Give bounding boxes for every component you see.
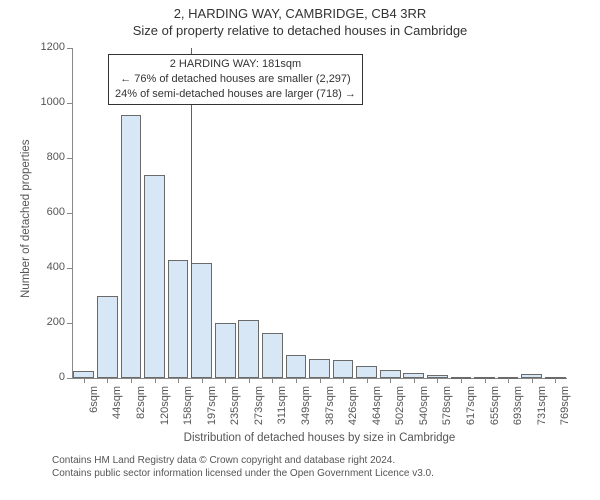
x-tick-mark	[367, 378, 368, 383]
x-tick-mark	[131, 378, 132, 383]
x-tick-label: 540sqm	[418, 386, 430, 436]
y-tick-mark	[67, 268, 72, 269]
bar	[191, 263, 212, 379]
y-tick-mark	[67, 378, 72, 379]
bar	[238, 320, 259, 378]
bar	[144, 175, 165, 379]
bar	[97, 296, 118, 379]
x-tick-mark	[84, 378, 85, 383]
y-axis-spine	[72, 48, 73, 378]
y-tick-label: 200	[27, 316, 65, 328]
x-tick-label: 82sqm	[135, 386, 147, 436]
chart-title: Size of property relative to detached ho…	[0, 21, 600, 38]
annotation-box: 2 HARDING WAY: 181sqm ← 76% of detached …	[108, 54, 363, 105]
bar	[356, 366, 377, 378]
y-tick-label: 600	[27, 206, 65, 218]
annotation-line-2: ← 76% of detached houses are smaller (2,…	[115, 72, 356, 87]
y-tick-label: 1000	[27, 96, 65, 108]
x-tick-mark	[202, 378, 203, 383]
x-tick-label: 769sqm	[559, 386, 571, 436]
y-tick-label: 1200	[27, 41, 65, 53]
x-tick-label: 693sqm	[512, 386, 524, 436]
bar	[286, 355, 307, 378]
x-tick-label: 197sqm	[206, 386, 218, 436]
annotation-line-1: 2 HARDING WAY: 181sqm	[115, 57, 356, 72]
x-tick-mark	[461, 378, 462, 383]
x-tick-mark	[437, 378, 438, 383]
y-tick-label: 400	[27, 261, 65, 273]
x-tick-label: 349sqm	[300, 386, 312, 436]
x-tick-label: 731sqm	[536, 386, 548, 436]
y-tick-label: 0	[27, 371, 65, 383]
x-tick-mark	[508, 378, 509, 383]
bar	[121, 115, 142, 378]
bar	[73, 371, 94, 378]
x-tick-label: 655sqm	[489, 386, 501, 436]
bar	[380, 370, 401, 378]
y-tick-label: 800	[27, 151, 65, 163]
x-tick-mark	[414, 378, 415, 383]
attribution-line-1: Contains HM Land Registry data © Crown c…	[52, 454, 434, 467]
x-tick-label: 235sqm	[229, 386, 241, 436]
x-tick-mark	[390, 378, 391, 383]
annotation-line-3: 24% of semi-detached houses are larger (…	[115, 87, 356, 102]
x-tick-mark	[485, 378, 486, 383]
bar	[333, 360, 354, 378]
y-tick-mark	[67, 158, 72, 159]
x-tick-label: 502sqm	[394, 386, 406, 436]
x-tick-mark	[225, 378, 226, 383]
x-tick-mark	[272, 378, 273, 383]
attribution-line-2: Contains public sector information licen…	[52, 467, 434, 480]
y-tick-mark	[67, 213, 72, 214]
x-tick-mark	[320, 378, 321, 383]
x-tick-mark	[107, 378, 108, 383]
y-axis-label: Number of detached properties	[20, 139, 32, 298]
y-tick-mark	[67, 48, 72, 49]
chart-container: 2, HARDING WAY, CAMBRIDGE, CB4 3RR Size …	[0, 0, 600, 500]
x-tick-label: 44sqm	[111, 386, 123, 436]
x-tick-mark	[178, 378, 179, 383]
x-tick-label: 578sqm	[441, 386, 453, 436]
x-tick-label: 158sqm	[182, 386, 194, 436]
attribution-text: Contains HM Land Registry data © Crown c…	[52, 454, 434, 480]
bar	[262, 333, 283, 378]
x-tick-mark	[343, 378, 344, 383]
x-tick-mark	[555, 378, 556, 383]
x-tick-label: 617sqm	[465, 386, 477, 436]
x-tick-label: 464sqm	[371, 386, 383, 436]
x-tick-label: 120sqm	[159, 386, 171, 436]
x-tick-label: 273sqm	[253, 386, 265, 436]
bar	[215, 323, 236, 378]
x-tick-label: 6sqm	[88, 386, 100, 436]
x-tick-label: 387sqm	[324, 386, 336, 436]
bar	[309, 359, 330, 378]
suptitle: 2, HARDING WAY, CAMBRIDGE, CB4 3RR	[0, 0, 600, 21]
x-tick-mark	[296, 378, 297, 383]
bar	[168, 260, 189, 378]
y-tick-mark	[67, 323, 72, 324]
y-tick-mark	[67, 103, 72, 104]
x-tick-label: 311sqm	[276, 386, 288, 436]
x-tick-label: 426sqm	[347, 386, 359, 436]
x-tick-mark	[155, 378, 156, 383]
x-tick-mark	[249, 378, 250, 383]
x-tick-mark	[532, 378, 533, 383]
